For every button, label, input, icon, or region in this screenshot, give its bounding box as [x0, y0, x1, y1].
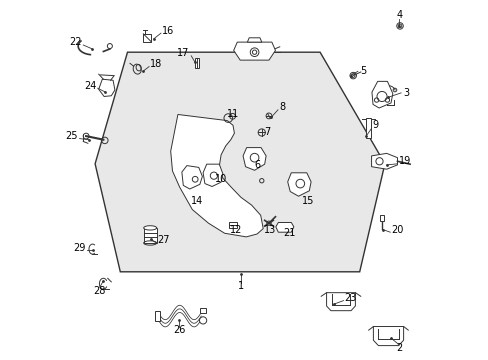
Ellipse shape [143, 226, 156, 230]
Text: 9: 9 [371, 120, 378, 130]
Polygon shape [203, 164, 223, 186]
Text: 1: 1 [237, 281, 244, 291]
Text: 26: 26 [172, 325, 185, 336]
Text: 10: 10 [215, 174, 227, 184]
Polygon shape [371, 81, 392, 108]
Text: 15: 15 [302, 196, 314, 206]
Text: 18: 18 [150, 59, 162, 69]
Circle shape [199, 317, 206, 324]
Text: 25: 25 [65, 131, 78, 141]
Text: 24: 24 [83, 81, 96, 91]
Text: 16: 16 [162, 26, 174, 36]
Text: 20: 20 [390, 225, 403, 235]
Text: 3: 3 [402, 88, 408, 98]
Bar [200, 308, 206, 313]
Bar [143, 34, 151, 42]
Bar [379, 215, 384, 221]
Polygon shape [287, 173, 310, 196]
Polygon shape [275, 222, 293, 232]
Text: 27: 27 [157, 235, 169, 246]
Text: 28: 28 [93, 286, 106, 296]
Text: 2: 2 [395, 343, 402, 354]
Bar [155, 311, 160, 321]
Bar [366, 118, 370, 138]
Text: 22: 22 [69, 37, 81, 48]
Polygon shape [99, 79, 115, 96]
Polygon shape [233, 42, 275, 60]
Text: 12: 12 [230, 225, 242, 235]
Text: 8: 8 [279, 102, 285, 112]
Text: 23: 23 [344, 293, 356, 303]
Polygon shape [326, 293, 355, 311]
Polygon shape [247, 38, 261, 42]
Text: 21: 21 [283, 228, 295, 238]
Text: 14: 14 [190, 196, 203, 206]
Polygon shape [143, 228, 156, 243]
Polygon shape [182, 166, 202, 189]
Text: 11: 11 [226, 109, 239, 120]
Text: 19: 19 [398, 156, 410, 166]
Polygon shape [371, 153, 397, 169]
Text: 4: 4 [395, 10, 402, 20]
Text: 29: 29 [73, 243, 85, 253]
Bar [228, 222, 237, 228]
Polygon shape [373, 327, 403, 346]
Text: 7: 7 [264, 127, 270, 138]
Text: 6: 6 [254, 160, 260, 170]
Polygon shape [95, 52, 384, 272]
Text: 17: 17 [177, 48, 189, 58]
Text: 13: 13 [263, 225, 275, 235]
Circle shape [250, 48, 258, 57]
Polygon shape [170, 114, 263, 237]
Polygon shape [243, 148, 265, 170]
Text: 5: 5 [359, 66, 365, 76]
Bar [194, 58, 199, 68]
